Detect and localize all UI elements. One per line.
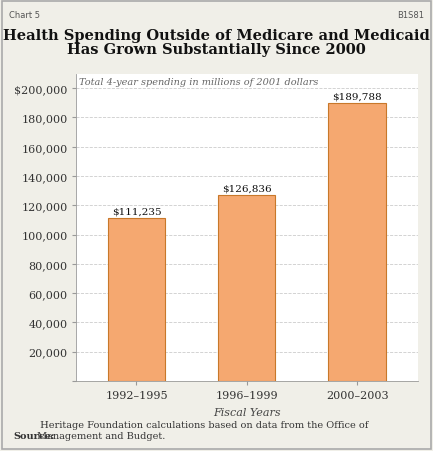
Text: Chart 5: Chart 5 bbox=[9, 11, 40, 20]
Text: Heritage Foundation calculations based on data from the Office of Management and: Heritage Foundation calculations based o… bbox=[37, 420, 368, 440]
Text: Health Spending Outside of Medicare and Medicaid: Health Spending Outside of Medicare and … bbox=[3, 29, 430, 43]
Text: $126,836: $126,836 bbox=[222, 184, 271, 193]
Text: B1S81: B1S81 bbox=[397, 11, 424, 20]
Bar bbox=[329, 104, 386, 381]
Text: $111,235: $111,235 bbox=[112, 207, 161, 216]
Text: Has Grown Substantially Since 2000: Has Grown Substantially Since 2000 bbox=[67, 43, 366, 57]
X-axis label: Fiscal Years: Fiscal Years bbox=[213, 407, 281, 417]
Text: $189,788: $189,788 bbox=[333, 92, 382, 101]
Bar bbox=[108, 219, 165, 381]
Bar bbox=[218, 196, 275, 381]
Text: Source:: Source: bbox=[13, 431, 55, 440]
Text: Total 4-year spending in millions of 2001 dollars: Total 4-year spending in millions of 200… bbox=[79, 77, 318, 86]
